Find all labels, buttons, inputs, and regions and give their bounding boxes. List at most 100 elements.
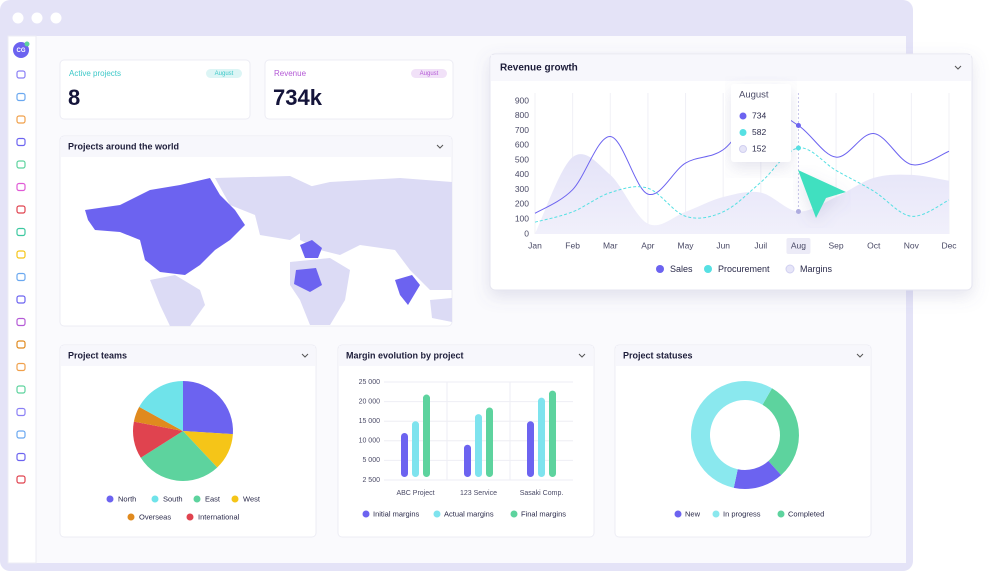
sidebar-icon[interactable]: [16, 317, 26, 327]
sidebar-icon[interactable]: [16, 272, 26, 282]
card-header: [339, 346, 593, 366]
legend-label: New: [685, 509, 701, 518]
chart-card: [614, 344, 872, 538]
card-title: Project statuses: [623, 350, 693, 360]
x-tick-label: Dec: [941, 240, 957, 250]
kpi-value: 8: [68, 85, 80, 110]
tooltip: [731, 84, 791, 162]
legend-label: South: [163, 494, 183, 503]
legend-swatch: [785, 264, 795, 274]
y-tick-label: 300: [515, 184, 529, 194]
sidebar-icon[interactable]: [16, 70, 26, 79]
legend-swatch: [127, 513, 135, 521]
chevron[interactable]: [301, 353, 309, 358]
pie-slice: [183, 431, 233, 468]
sidebar-icon[interactable]: [16, 362, 26, 372]
sidebar-icon[interactable]: [16, 385, 26, 394]
sidebar-icon[interactable]: [16, 452, 26, 462]
australia: [430, 298, 452, 322]
y-tick-label: 25 000: [359, 379, 381, 386]
bar: [486, 407, 493, 477]
legend-label: Sales: [670, 264, 693, 274]
x-tick-label: Jan: [528, 240, 542, 250]
y-tick-label: 500: [515, 154, 529, 164]
bar: [527, 421, 534, 477]
kpi-value: 734k: [273, 85, 323, 110]
legend-swatch: [193, 495, 201, 503]
sidebar-icon[interactable]: [16, 430, 26, 439]
y-tick-label: 200: [515, 199, 529, 209]
legend-label: North: [118, 494, 136, 503]
legend-label: West: [243, 494, 261, 503]
chevron[interactable]: [578, 353, 586, 358]
legend-label: East: [205, 494, 221, 503]
sidebar-icon[interactable]: [16, 250, 26, 259]
legend-label: Final margins: [521, 509, 566, 518]
kpi-badge: [206, 69, 242, 78]
pie-slice: [183, 381, 233, 435]
x-tick-label: Sep: [829, 240, 844, 250]
y-tick-label: 900: [515, 95, 529, 105]
tooltip-swatch: [739, 145, 747, 153]
legend-label: Margins: [800, 264, 833, 274]
legend-label: Initial margins: [373, 509, 420, 518]
chart-title: Revenue growth: [500, 63, 578, 74]
legend-label: Actual margins: [444, 509, 494, 518]
bar: [538, 397, 545, 477]
pie-slice: [140, 431, 218, 481]
pie-slice: [133, 421, 183, 458]
bar: [475, 414, 482, 477]
chevron[interactable]: [856, 353, 864, 358]
kpi-badge-text: August: [215, 71, 234, 77]
sidebar-icon[interactable]: [16, 205, 26, 214]
sidebar-icon[interactable]: [16, 227, 26, 237]
legend-swatch: [186, 513, 194, 521]
sidebar-icon[interactable]: [16, 407, 26, 417]
card-title: Projects around the world: [68, 141, 179, 151]
legend-label: Completed: [788, 509, 824, 518]
algeria: [294, 268, 322, 292]
kpi-badge: [411, 69, 447, 78]
legend-label: Overseas: [139, 512, 171, 521]
legend-swatch: [704, 265, 712, 273]
x-tick-label: Sasaki Comp.: [520, 490, 564, 497]
legend-swatch: [674, 510, 682, 518]
north-america: [85, 178, 245, 275]
y-tick-label: 800: [515, 110, 529, 120]
tooltip-value: 152: [752, 143, 766, 153]
x-tick-label: Jun: [716, 240, 730, 250]
dynamic-layer: Active projects August 8 Revenue August 734k R…: [68, 63, 957, 522]
x-tick-label: ABC Project: [396, 490, 434, 497]
kpi-label: Revenue: [274, 69, 307, 78]
chevron[interactable]: [954, 65, 962, 70]
x-tick-label: Juil: [754, 240, 767, 250]
world-map: [85, 176, 452, 326]
x-tick-label: May: [678, 240, 695, 250]
y-tick-label: 5 000: [362, 457, 380, 464]
y-tick-label: 20 000: [359, 398, 381, 405]
sidebar-icon[interactable]: [16, 475, 26, 484]
y-tick-label: 100: [515, 213, 529, 223]
sidebar-icons: [16, 70, 26, 484]
card-title: Project teams: [68, 350, 127, 360]
avatar[interactable]: [13, 42, 29, 58]
sidebar-icon[interactable]: [16, 115, 26, 124]
sidebar-icon[interactable]: [16, 295, 26, 304]
sidebar-icon[interactable]: [16, 137, 26, 147]
sidebar-icon[interactable]: [16, 160, 26, 169]
sidebar-icon[interactable]: [16, 92, 26, 102]
tooltip-value: 734: [752, 110, 766, 120]
sidebar-icon[interactable]: [16, 182, 26, 192]
card-title: Margin evolution by project: [346, 350, 464, 360]
legend-swatch: [656, 265, 664, 273]
legend-swatch: [510, 510, 518, 518]
tooltip-title: August: [739, 90, 769, 101]
bar: [464, 444, 471, 477]
legend-swatch: [106, 495, 114, 503]
tooltip-value: 582: [752, 127, 766, 137]
sidebar-icon[interactable]: [16, 340, 26, 349]
highlight-point: [795, 123, 801, 129]
y-tick-label: 2 500: [362, 477, 380, 484]
chevron[interactable]: [436, 144, 444, 149]
